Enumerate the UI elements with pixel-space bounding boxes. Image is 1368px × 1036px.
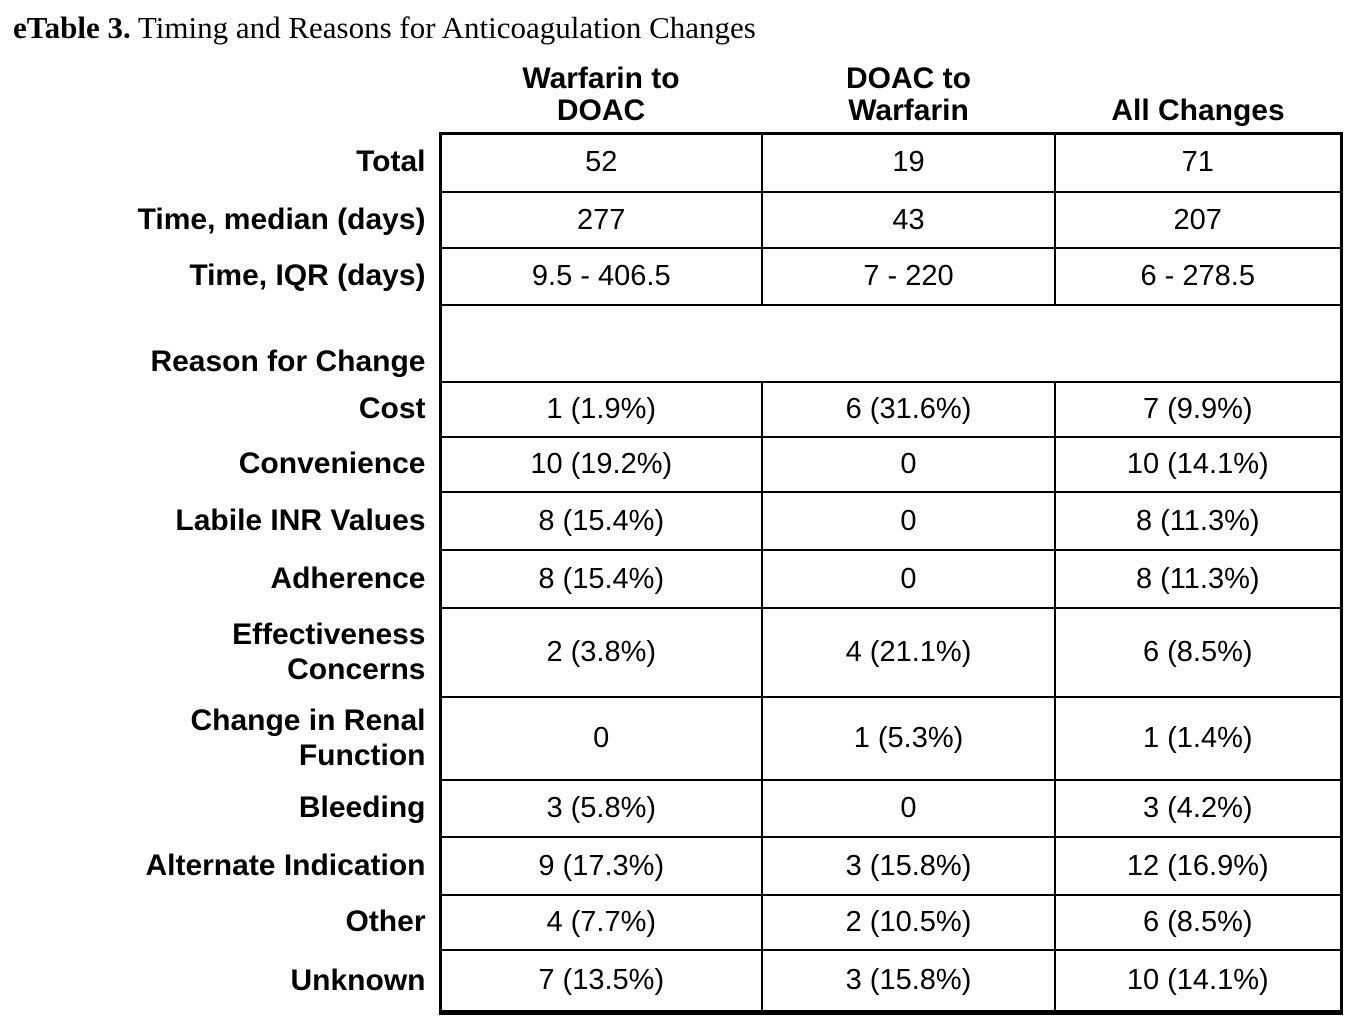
cell: 8 (15.4%) [438,491,763,551]
cell: 43 [761,191,1056,249]
row-label: Total [356,145,426,179]
cell: 71 [1054,131,1343,193]
cell: 0 [761,779,1056,838]
cell: 3 (4.2%) [1054,779,1343,838]
cell: 0 [761,491,1056,551]
table-number-label: eTable 3. [13,10,131,45]
row-time-iqr: Time, IQR (days) 9.5 - 406.5 7 - 220 6 -… [0,247,1343,306]
column-header-doac-to-warfarin: DOAC to Warfarin [846,61,971,128]
cell: 7 (9.9%) [1054,381,1343,438]
cell: 6 - 278.5 [1054,247,1343,306]
row-label: Other [345,905,426,939]
row-label: Bleeding [298,791,426,825]
row-label: Adherence [270,561,426,595]
cell: 0 [761,436,1056,493]
cell: 6 (8.5%) [1054,607,1343,698]
cell: 8 (15.4%) [438,549,763,609]
cell: 3 (15.8%) [761,949,1056,1015]
anticoagulation-changes-table: Warfarin to DOAC DOAC to Warfarin All Ch… [0,55,1343,1015]
row-alternate-indication: Alternate Indication 9 (17.3%) 3 (15.8%)… [0,836,1343,896]
row-label: Convenience [238,447,426,481]
empty-merged-cell [438,304,1343,383]
cell: 6 (8.5%) [1054,894,1343,951]
cell: 277 [438,191,763,249]
cell: 9.5 - 406.5 [438,247,763,306]
row-label: Alternate Indication [145,848,426,882]
row-effectiveness-concerns: Effectiveness Concerns 2 (3.8%) 4 (21.1%… [0,607,1343,698]
cell: 2 (10.5%) [761,894,1056,951]
cell: 8 (11.3%) [1054,549,1343,609]
cell: 1 (1.4%) [1054,696,1343,781]
column-header-all-changes: All Changes [1111,94,1285,128]
cell: 3 (5.8%) [438,779,763,838]
section-label: Reason for Change [150,344,426,378]
cell: 6 (31.6%) [761,381,1056,438]
cell: 7 - 220 [761,247,1056,306]
row-label: Labile INR Values [175,503,426,537]
row-time-median: Time, median (days) 277 43 207 [0,191,1343,249]
cell: 7 (13.5%) [438,949,763,1015]
row-bleeding: Bleeding 3 (5.8%) 0 3 (4.2%) [0,779,1343,838]
cell: 8 (11.3%) [1054,491,1343,551]
cell: 19 [761,131,1056,193]
cell: 52 [438,131,763,193]
row-label: Cost [358,392,426,426]
cell: 10 (19.2%) [438,436,763,493]
cell: 1 (5.3%) [761,696,1056,781]
page-title: eTable 3. Timing and Reasons for Anticoa… [13,10,756,46]
row-label: Effectiveness Concerns [232,618,426,686]
column-header-warfarin-to-doac: Warfarin to DOAC [522,61,680,128]
cell: 207 [1054,191,1343,249]
cell: 12 (16.9%) [1054,836,1343,896]
row-unknown: Unknown 7 (13.5%) 3 (15.8%) 10 (14.1%) [0,949,1343,1015]
row-total: Total 52 19 71 [0,131,1343,193]
row-reason-for-change-section: Reason for Change [0,304,1343,383]
table-title-text: Timing and Reasons for Anticoagulation C… [130,10,756,45]
cell: 9 (17.3%) [438,836,763,896]
cell: 2 (3.8%) [438,607,763,698]
header-spacer [0,55,440,133]
row-label: Unknown [290,963,426,997]
row-label: Time, IQR (days) [189,259,426,293]
cell: 10 (14.1%) [1054,436,1343,493]
row-convenience: Convenience 10 (19.2%) 0 10 (14.1%) [0,436,1343,493]
cell: 0 [438,696,763,781]
row-change-in-renal-function: Change in Renal Function 0 1 (5.3%) 1 (1… [0,696,1343,781]
header-row: Warfarin to DOAC DOAC to Warfarin All Ch… [0,55,1341,133]
cell: 4 (21.1%) [761,607,1056,698]
row-cost: Cost 1 (1.9%) 6 (31.6%) 7 (9.9%) [0,381,1343,438]
row-other: Other 4 (7.7%) 2 (10.5%) 6 (8.5%) [0,894,1343,951]
cell: 10 (14.1%) [1054,949,1343,1015]
row-labile-inr: Labile INR Values 8 (15.4%) 0 8 (11.3%) [0,491,1343,551]
row-adherence: Adherence 8 (15.4%) 0 8 (11.3%) [0,549,1343,609]
cell: 3 (15.8%) [761,836,1056,896]
row-label: Change in Renal Function [190,704,426,772]
cell: 1 (1.9%) [438,381,763,438]
cell: 0 [761,549,1056,609]
cell: 4 (7.7%) [438,894,763,951]
row-label: Time, median (days) [137,202,426,236]
